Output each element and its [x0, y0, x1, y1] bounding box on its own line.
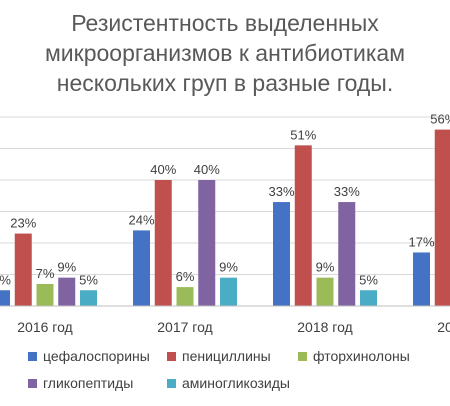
data-label: 40% — [194, 162, 220, 177]
data-label: 5% — [79, 272, 98, 287]
bar — [0, 290, 10, 306]
bar — [133, 230, 150, 306]
data-label: 17% — [408, 234, 434, 249]
bar — [198, 180, 216, 306]
data-label: 9% — [57, 260, 76, 275]
data-label: 24% — [128, 212, 154, 227]
chart-title-line-2: микроорганизмов к антибиотикам — [44, 40, 406, 66]
data-label: 6% — [176, 269, 195, 284]
chart-title-line-1: Резистентность выделенных — [71, 10, 379, 36]
bar — [360, 290, 377, 306]
legend-swatch — [28, 378, 37, 388]
legend-item-penicillins: пенициллины — [167, 348, 271, 364]
legend-item-glycopeptides: гликопептиды — [28, 375, 133, 391]
data-label: 56% — [430, 112, 450, 127]
legend-item-aminoglycosides: аминогликозиды — [167, 375, 290, 391]
bar — [154, 180, 172, 306]
category-label: 2019 год — [437, 319, 450, 335]
category-label: 2018 год — [297, 319, 352, 335]
bar — [80, 290, 97, 306]
bar — [58, 277, 76, 306]
legend-swatch — [298, 351, 307, 361]
legend-item-cephalosporins: цефалоспорины — [28, 348, 150, 364]
legend-label: фторхинолоны — [313, 348, 410, 364]
bar — [176, 287, 194, 306]
legend-label: цефалоспорины — [43, 348, 150, 364]
data-label: 23% — [10, 216, 36, 231]
bar — [434, 129, 450, 306]
bar — [36, 283, 54, 306]
data-label: 7% — [36, 266, 55, 281]
bar — [338, 202, 356, 306]
legend-swatch — [167, 351, 176, 361]
data-label: 5% — [359, 272, 378, 287]
legend-label: аминогликозиды — [182, 375, 290, 391]
chart-title: Резистентность выделенных микроорганизмо… — [0, 8, 450, 98]
bar — [413, 252, 430, 306]
legend-item-fluoroquinolones: фторхинолоны — [298, 348, 410, 364]
legend-label: пенициллины — [182, 348, 271, 364]
bar — [14, 233, 32, 306]
data-label: 5% — [0, 272, 11, 287]
data-label: 33% — [268, 184, 294, 199]
data-label: 9% — [316, 260, 335, 275]
bar — [273, 202, 290, 306]
chart-title-line-3: нескольких груп в разные годы. — [56, 70, 394, 96]
data-label: 51% — [290, 127, 316, 142]
bar — [316, 277, 334, 306]
legend-swatch — [167, 378, 176, 388]
category-label: 2017 год — [157, 319, 212, 335]
data-label: 40% — [150, 162, 176, 177]
legend-label: гликопептиды — [43, 375, 134, 391]
data-label: 9% — [219, 260, 238, 275]
legend-swatch — [28, 351, 37, 361]
bar — [220, 277, 237, 306]
category-label: 2016 год — [17, 319, 72, 335]
data-label: 33% — [334, 184, 360, 199]
bar — [294, 145, 312, 306]
